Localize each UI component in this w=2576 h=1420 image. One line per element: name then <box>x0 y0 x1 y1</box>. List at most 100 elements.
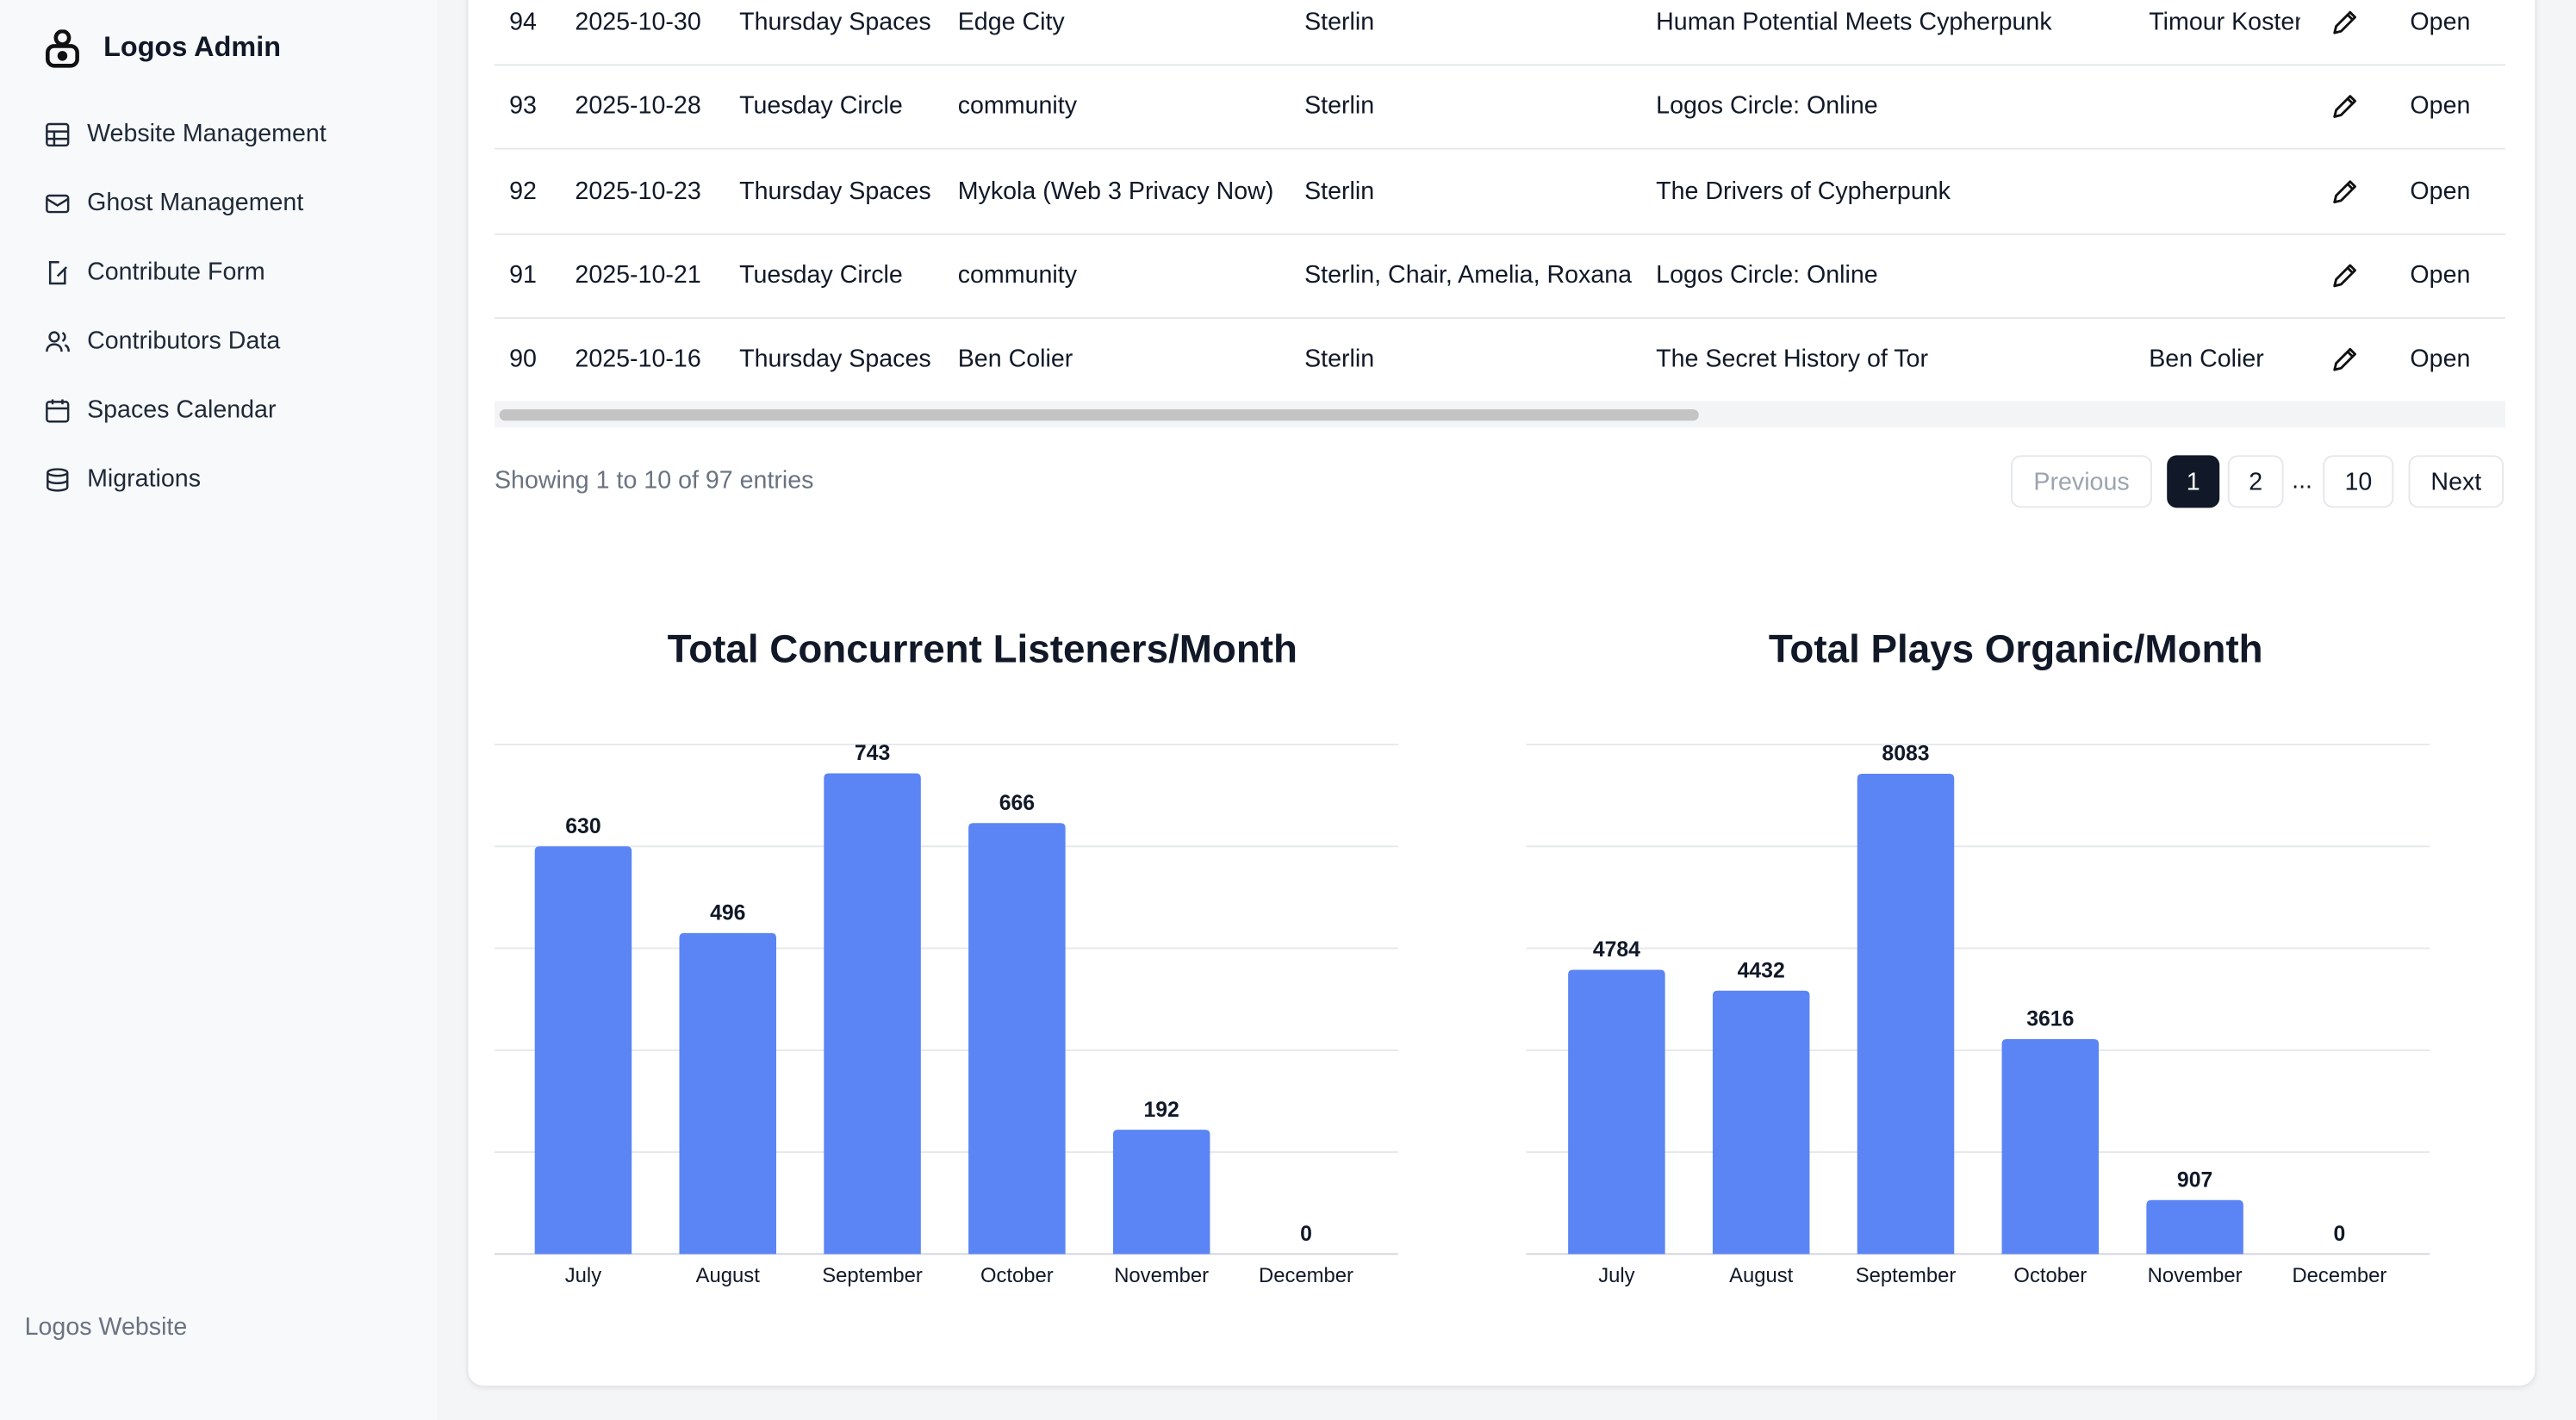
value-label: 666 <box>999 792 1035 815</box>
x-tick-label: December <box>2292 1264 2386 1287</box>
x-tick-label: September <box>1856 1264 1957 1287</box>
bar <box>824 773 921 1255</box>
sidebar: Logos Admin Website Management Ghost Mana… <box>0 0 438 1420</box>
table-cell: Tuesday Circle <box>739 261 903 290</box>
page-button[interactable]: 10 <box>2323 455 2394 508</box>
value-label: 630 <box>565 815 600 838</box>
value-label: 3616 <box>2026 1008 2074 1031</box>
x-tick-label: October <box>980 1264 1054 1287</box>
table-cell: community <box>957 92 1078 121</box>
nav-icon <box>46 331 70 352</box>
bar <box>1112 1130 1210 1255</box>
nav-icon <box>46 194 70 214</box>
table-cell: 2025-10-16 <box>575 345 701 374</box>
nav-item[interactable]: Spaces Calendar <box>87 395 277 425</box>
table-cell: 94 <box>509 8 537 36</box>
x-tick-label: July <box>565 1264 601 1287</box>
table-cell: The Secret History of Tor <box>1656 345 1928 374</box>
scrollbar-thumb[interactable] <box>499 408 1699 421</box>
bar <box>2001 1039 2100 1255</box>
nav-item[interactable]: Contribute Form <box>87 258 265 286</box>
open-link[interactable]: Open <box>2410 177 2471 205</box>
page-button[interactable]: 1 <box>2167 455 2220 508</box>
x-tick-label: July <box>1598 1264 1634 1287</box>
table-cell: Logos Circle: Online <box>1656 261 1878 290</box>
x-tick-label: December <box>1259 1264 1353 1287</box>
nav-icon <box>46 399 70 423</box>
row-divider <box>494 148 2506 151</box>
open-link[interactable]: Open <box>2410 8 2471 36</box>
table-cell: Ben Colier <box>2149 345 2264 374</box>
table-cell: Ben Colier <box>957 345 1073 374</box>
card <box>466 0 2537 1387</box>
nav-item[interactable]: Migrations <box>87 464 202 494</box>
bar <box>1712 990 1810 1255</box>
value-label: 0 <box>2334 1223 2346 1246</box>
edit-button[interactable] <box>2330 9 2359 38</box>
edit-button[interactable] <box>2330 261 2359 290</box>
table-cell: Sterlin <box>1304 8 1375 36</box>
value-label: 8083 <box>1882 743 1929 766</box>
open-link[interactable]: Open <box>2410 92 2471 121</box>
next-button[interactable]: Next <box>2408 455 2504 508</box>
row-divider <box>494 316 2506 319</box>
table-cell: 2025-10-21 <box>575 261 701 290</box>
open-link[interactable]: Open <box>2410 345 2471 374</box>
x-tick-label: August <box>696 1264 761 1287</box>
nav-item[interactable]: Contributors Data <box>87 327 281 355</box>
value-label: 496 <box>710 902 745 925</box>
footer-link[interactable]: Logos Website <box>24 1313 188 1342</box>
logo <box>46 29 79 68</box>
previous-button[interactable]: Previous <box>2011 455 2153 508</box>
table-cell: Sterlin <box>1304 345 1375 374</box>
chart-title: Total Concurrent Listeners/Month <box>668 627 1297 671</box>
nav-item[interactable]: Website Management <box>87 120 327 148</box>
table-cell: 93 <box>509 92 537 121</box>
page-button[interactable]: 2 <box>2227 455 2284 508</box>
nav-icon <box>47 468 69 492</box>
nav-icon <box>46 122 70 147</box>
table-cell: Thursday Spaces <box>739 177 931 205</box>
table-cell: Logos Circle: Online <box>1656 92 1878 121</box>
x-tick-label: October <box>2013 1264 2087 1287</box>
bar <box>2146 1199 2243 1255</box>
table-cell: 91 <box>509 261 537 290</box>
edit-button[interactable] <box>2330 92 2359 121</box>
edit-button[interactable] <box>2330 177 2359 206</box>
scrollbar-track <box>494 401 2506 427</box>
value-label: 4784 <box>1593 938 1640 962</box>
table-cell: Sterlin, Chair, Amelia, Roxana <box>1304 261 1633 290</box>
table-cell: Tuesday Circle <box>739 92 903 121</box>
row-divider <box>494 64 2506 66</box>
x-tick-label: August <box>1729 1264 1794 1287</box>
table-cell: Edge City <box>957 8 1065 36</box>
bar <box>679 932 777 1255</box>
table-cell: 2025-10-30 <box>575 8 701 36</box>
table-cell: 2025-10-23 <box>575 177 701 205</box>
table-cell: The Drivers of Cypherpunk <box>1656 177 1951 205</box>
x-tick-label: November <box>2148 1264 2243 1287</box>
table-cell: Thursday Spaces <box>739 345 931 374</box>
value-label: 743 <box>855 742 890 765</box>
x-tick-label: November <box>1114 1264 1209 1287</box>
brand[interactable]: Logos Admin <box>103 31 282 63</box>
nav-icon <box>48 260 68 285</box>
bar <box>968 823 1066 1255</box>
table-cell: Timour Koster <box>2149 8 2300 36</box>
table-cell: 90 <box>509 345 537 374</box>
edit-button[interactable] <box>2330 346 2359 375</box>
page-ellipsis: ... <box>2292 466 2312 495</box>
table-cell: Mykola (Web 3 Privacy Now) <box>957 177 1274 205</box>
table-cell: community <box>957 261 1078 290</box>
row-divider <box>494 233 2506 234</box>
entries-summary: Showing 1 to 10 of 97 entries <box>494 466 814 495</box>
nav-item[interactable]: Ghost Management <box>87 189 304 217</box>
open-link[interactable]: Open <box>2410 261 2471 290</box>
bar <box>1568 969 1665 1255</box>
table-cell: 92 <box>509 177 537 205</box>
table-cell: Human Potential Meets Cypherpunk <box>1656 8 2052 36</box>
value-label: 192 <box>1144 1099 1179 1122</box>
